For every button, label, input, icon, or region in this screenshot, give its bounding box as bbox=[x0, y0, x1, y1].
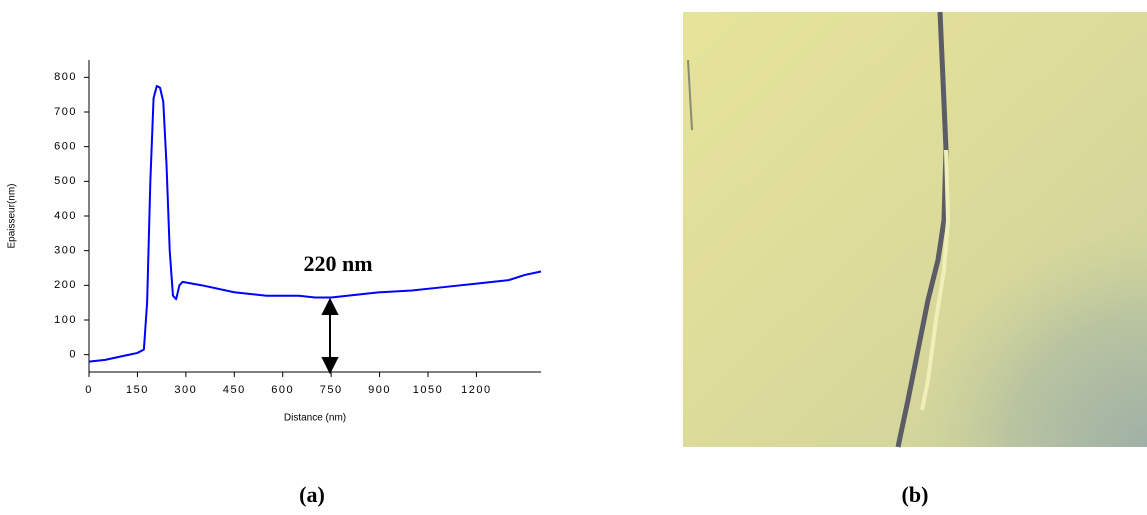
x-axis-label: Distance (nm) bbox=[284, 413, 346, 424]
x-tick-label: 150 bbox=[126, 384, 149, 396]
x-tick-label: 450 bbox=[223, 384, 246, 396]
arrow bbox=[321, 297, 339, 375]
panel-label: (b) bbox=[902, 482, 929, 507]
x-tick-label: 1200 bbox=[461, 384, 491, 396]
y-tick-label: 0 bbox=[69, 349, 77, 361]
y-tick-label: 500 bbox=[54, 175, 77, 187]
y-tick-label: 600 bbox=[54, 141, 77, 153]
x-tick-label: 750 bbox=[320, 384, 343, 396]
panel-label: (a) bbox=[299, 482, 325, 507]
y-tick-label: 800 bbox=[54, 71, 77, 83]
y-axis-label: Epaisseur(nm) bbox=[7, 183, 18, 248]
y-tick-label: 400 bbox=[54, 210, 77, 222]
y-tick-label: 100 bbox=[54, 314, 77, 326]
x-tick-label: 0 bbox=[85, 384, 93, 396]
annotation: 220 nm bbox=[303, 251, 372, 276]
x-tick-label: 300 bbox=[174, 384, 197, 396]
x-tick-label: 900 bbox=[368, 384, 391, 396]
photo bbox=[683, 11, 1147, 448]
line-series bbox=[88, 85, 542, 363]
y-tick-label: 700 bbox=[54, 106, 77, 118]
x-tick-label: 1050 bbox=[413, 384, 443, 396]
y-tick-label: 300 bbox=[54, 245, 77, 257]
x-tick-label: 600 bbox=[271, 384, 294, 396]
plot-area bbox=[88, 60, 541, 373]
y-tick-label: 200 bbox=[54, 279, 77, 291]
